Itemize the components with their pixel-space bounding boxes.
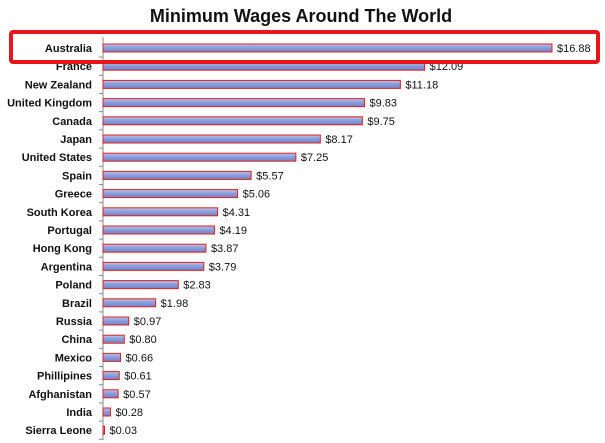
category-label-australia: Australia bbox=[45, 43, 93, 55]
category-label-china: China bbox=[61, 334, 92, 346]
value-label-poland: $2.83 bbox=[183, 280, 211, 292]
value-label-japan: $8.17 bbox=[325, 134, 353, 146]
value-label-france: $12.09 bbox=[430, 61, 464, 73]
value-label-india: $0.28 bbox=[115, 407, 143, 419]
bars-layer: Australia $16.88 France $12.09 New Zealand $1… bbox=[7, 43, 591, 440]
value-label-canada: $9.75 bbox=[367, 116, 395, 128]
bar-hong-kong bbox=[102, 243, 207, 253]
value-label-united-kingdom: $9.83 bbox=[369, 98, 397, 110]
value-label-spain: $5.57 bbox=[256, 170, 284, 182]
bar-argentina bbox=[102, 261, 205, 271]
value-label-united-states: $7.25 bbox=[301, 152, 329, 164]
value-label-afghanistan: $0.57 bbox=[123, 389, 151, 401]
bar-poland bbox=[102, 280, 179, 290]
bar-mexico bbox=[102, 352, 122, 362]
category-label-new-zealand: New Zealand bbox=[25, 79, 92, 91]
category-label-phillipines: Phillipines bbox=[37, 371, 92, 383]
bar-india bbox=[102, 407, 111, 417]
chart-title: Minimum Wages Around The World bbox=[150, 6, 452, 26]
bar-japan bbox=[102, 134, 321, 144]
category-label-united-states: United States bbox=[22, 152, 92, 164]
bar-united-kingdom bbox=[102, 98, 365, 108]
australia-highlight-box bbox=[9, 30, 600, 64]
value-label-sierra-leone: $0.03 bbox=[110, 425, 138, 437]
value-label-russia: $0.97 bbox=[134, 316, 162, 328]
value-label-australia: $16.88 bbox=[557, 43, 591, 55]
value-label-phillipines: $0.61 bbox=[124, 371, 152, 383]
category-label-brazil: Brazil bbox=[62, 298, 92, 310]
bar-greece bbox=[102, 189, 239, 199]
bar-russia bbox=[102, 316, 130, 326]
category-label-greece: Greece bbox=[55, 189, 92, 201]
category-label-russia: Russia bbox=[56, 316, 93, 328]
category-label-japan: Japan bbox=[60, 134, 92, 146]
category-label-canada: Canada bbox=[52, 116, 93, 128]
bar-canada bbox=[102, 116, 363, 126]
bar-china bbox=[102, 334, 125, 344]
value-label-china: $0.80 bbox=[129, 334, 157, 346]
bar-south-korea bbox=[102, 207, 219, 217]
category-label-india: India bbox=[66, 407, 93, 419]
category-label-argentina: Argentina bbox=[41, 261, 93, 273]
category-label-france: France bbox=[56, 61, 92, 73]
bar-portugal bbox=[102, 225, 215, 235]
bar-spain bbox=[102, 170, 252, 180]
bar-phillipines bbox=[102, 371, 120, 381]
bar-sierra-leone bbox=[102, 425, 105, 435]
bar-australia bbox=[102, 43, 553, 53]
category-label-south-korea: South Korea bbox=[27, 207, 93, 219]
category-label-united-kingdom: United Kingdom bbox=[7, 98, 92, 110]
category-label-afghanistan: Afghanistan bbox=[28, 389, 92, 401]
category-label-poland: Poland bbox=[55, 280, 92, 292]
value-label-new-zealand: $11.18 bbox=[405, 79, 438, 91]
bar-brazil bbox=[102, 298, 157, 308]
bar-afghanistan bbox=[102, 389, 119, 399]
category-label-mexico: Mexico bbox=[55, 352, 93, 364]
bar-united-states bbox=[102, 152, 297, 162]
value-label-brazil: $1.98 bbox=[161, 298, 189, 310]
category-label-spain: Spain bbox=[62, 170, 92, 182]
value-label-portugal: $4.19 bbox=[219, 225, 247, 237]
category-label-portugal: Portugal bbox=[47, 225, 92, 237]
category-label-sierra-leone: Sierra Leone bbox=[25, 425, 92, 437]
value-label-hong-kong: $3.87 bbox=[211, 243, 239, 255]
value-label-mexico: $0.66 bbox=[126, 352, 154, 364]
category-label-hong-kong: Hong Kong bbox=[33, 243, 92, 255]
value-label-south-korea: $4.31 bbox=[223, 207, 251, 219]
value-label-argentina: $3.79 bbox=[209, 261, 237, 273]
bar-new-zealand bbox=[102, 79, 401, 89]
value-label-greece: $5.06 bbox=[243, 189, 271, 201]
